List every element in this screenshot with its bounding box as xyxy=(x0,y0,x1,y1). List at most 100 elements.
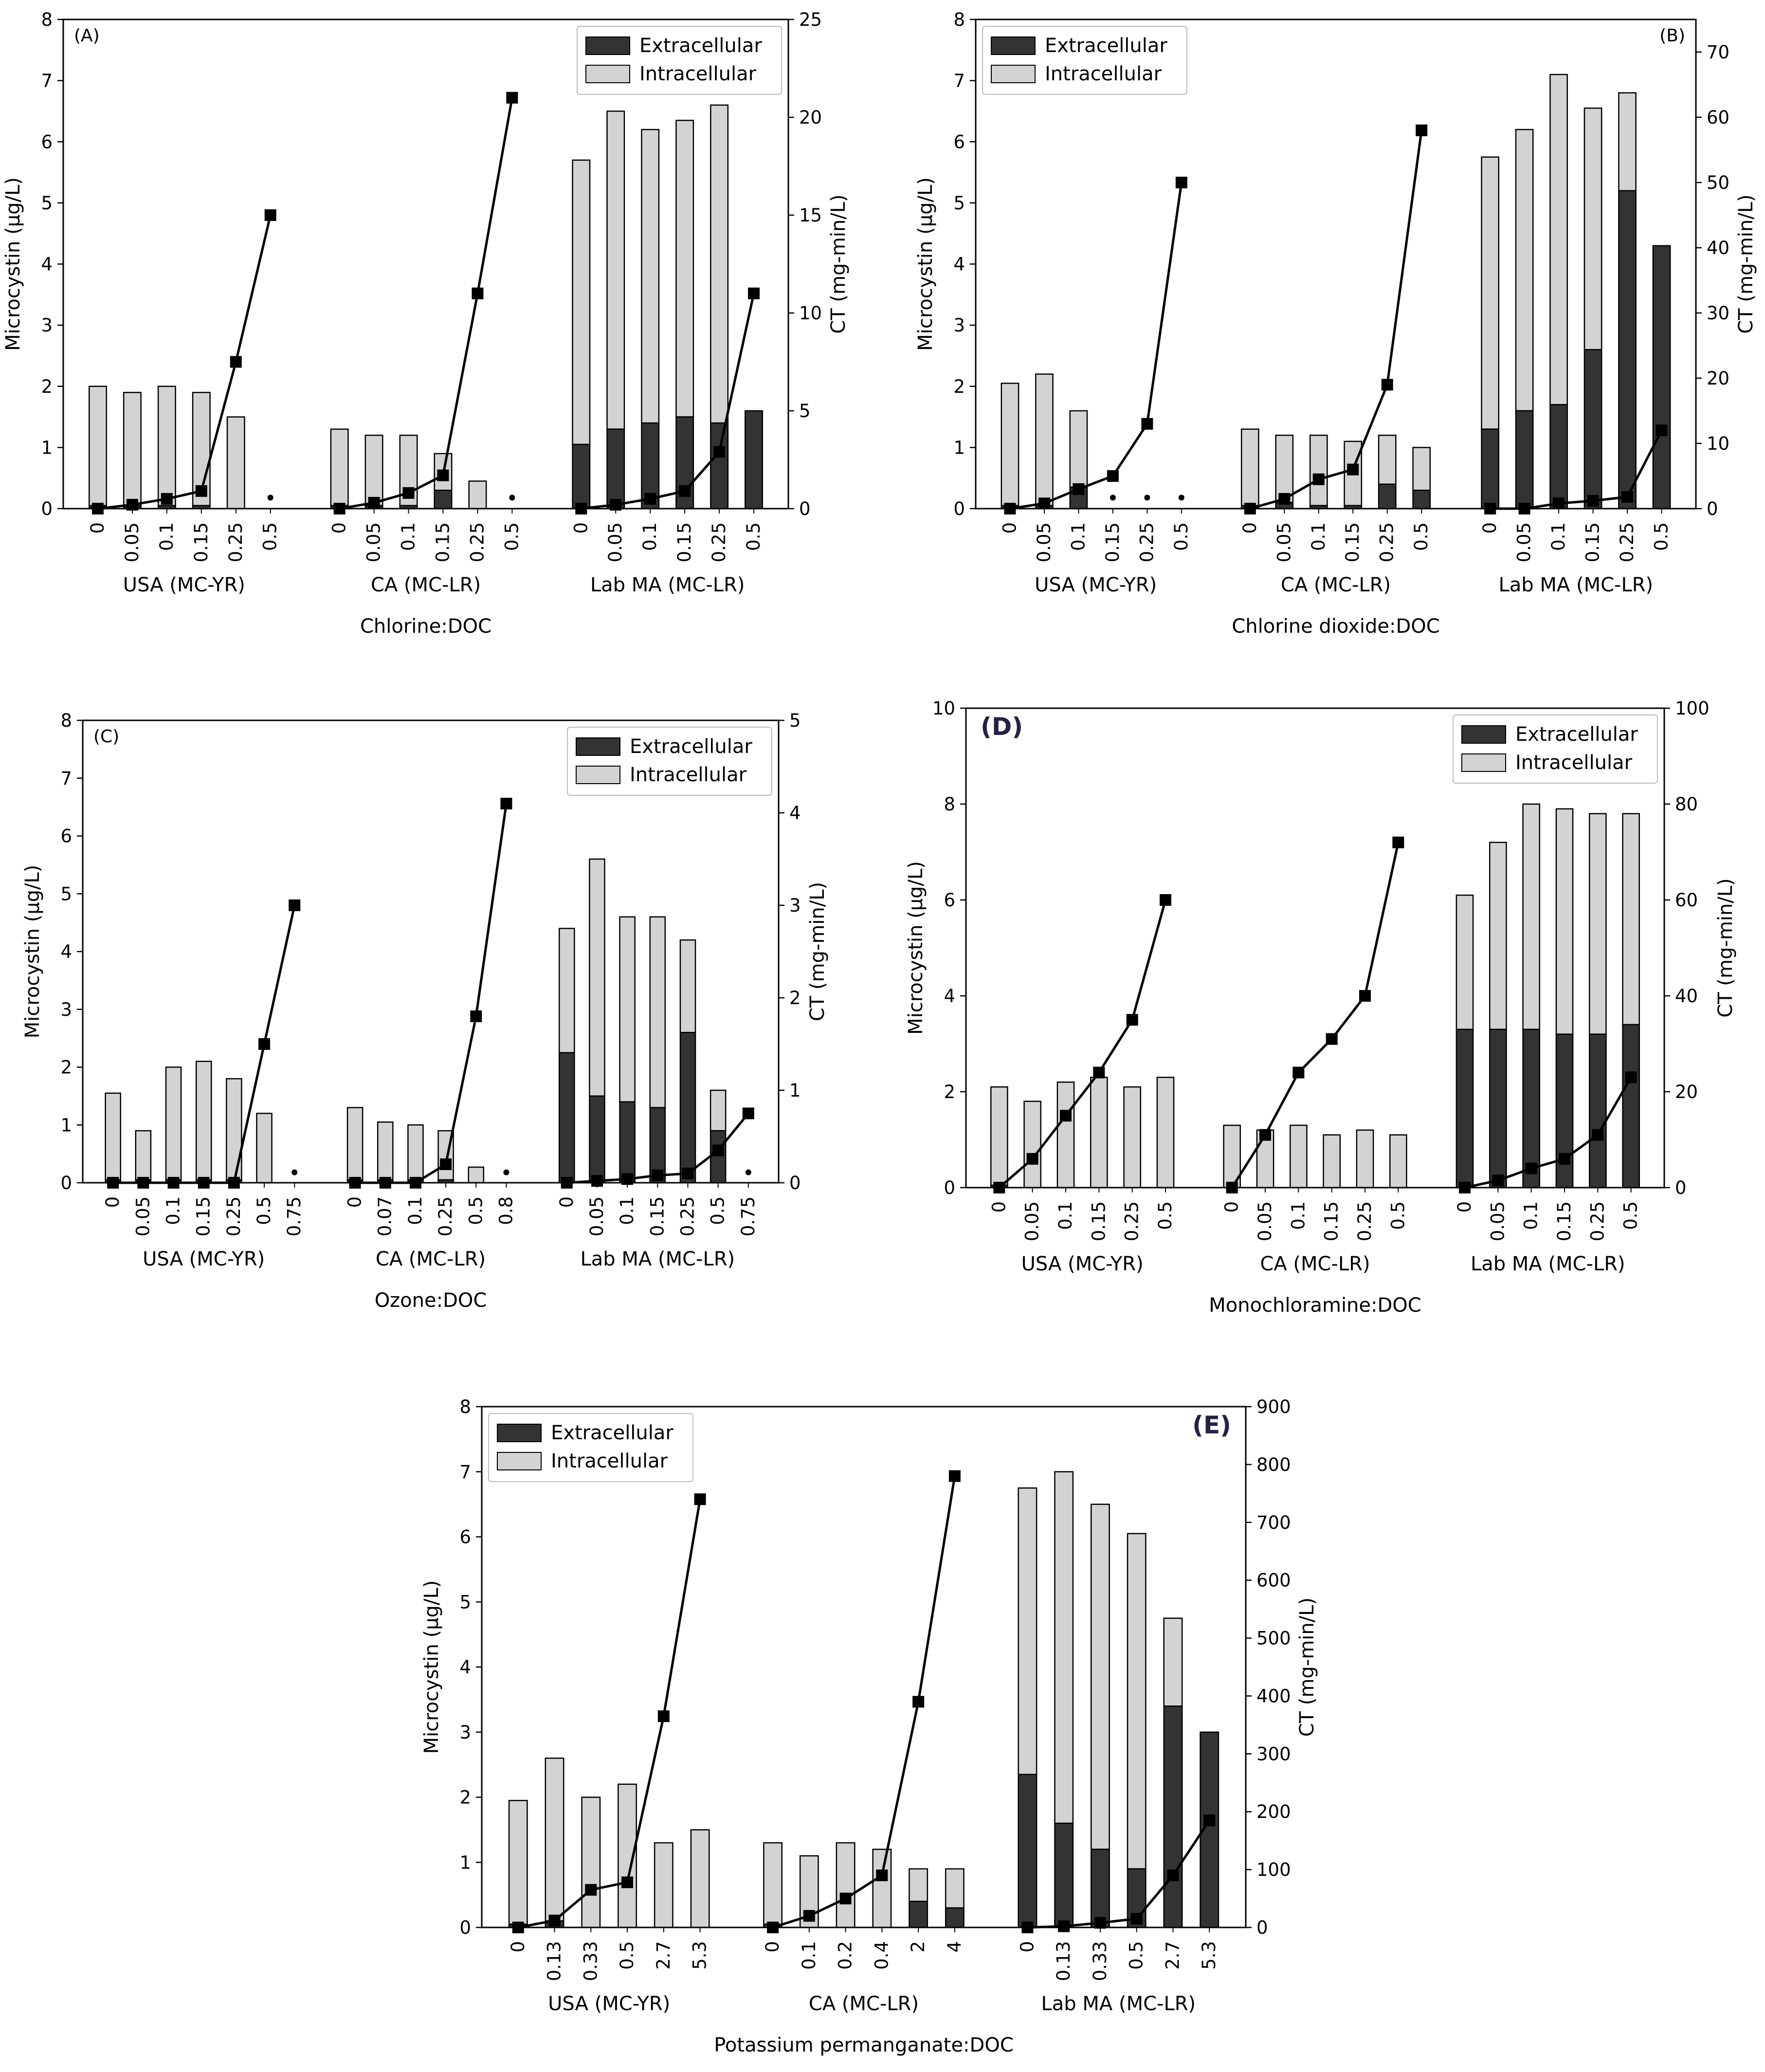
category-tick-label: 0.05 xyxy=(1022,1201,1043,1241)
intracellular-bar xyxy=(508,1799,528,1925)
category-tick-label: 0.75 xyxy=(284,1196,305,1236)
x-axis-title: Chlorine:DOC xyxy=(360,615,491,638)
legend-label: Intracellular xyxy=(1045,63,1162,85)
ct-marker xyxy=(712,1144,724,1156)
panel-b-chart: 0 0.05 0.1 0.15 0.25 0.5 0 0.05 0.1 0.15 0.25 0.5 0 0… xyxy=(914,9,1757,638)
intracellular-bar xyxy=(1555,808,1574,1035)
category-tick-label: 0.07 xyxy=(375,1196,396,1236)
y2-tick-label: 200 xyxy=(1256,1801,1291,1822)
panel-c-chart: 0 0.05 0.1 0.15 0.25 0.5 0.75 0 0.07 0.1 0.25 0.5 0.… xyxy=(21,710,829,1312)
panel-a-chart: 0 0.05 0.1 0.15 0.25 0.5 0 0.05 0.1 0.15 0.25 0.5 0 0… xyxy=(2,9,850,638)
intracellular-bar xyxy=(123,392,142,506)
category-tick-label: 0.1 xyxy=(405,1196,426,1225)
category-tick-label: 0.25 xyxy=(435,1196,456,1236)
intracellular-bar xyxy=(1515,128,1534,412)
intracellular-bar xyxy=(1412,447,1431,491)
extracellular-bar xyxy=(1481,428,1500,510)
ct-marker xyxy=(548,1914,561,1926)
ct-marker xyxy=(948,1470,961,1482)
category-tick-label: 0 xyxy=(762,1941,783,1953)
ct-marker xyxy=(1559,1153,1570,1165)
y-tick-label: 7 xyxy=(41,71,53,92)
y2-tick-label: 10 xyxy=(1707,433,1729,454)
ct-marker xyxy=(591,1175,603,1187)
y-tick-label: 3 xyxy=(459,1722,471,1743)
legend-label: Intracellular xyxy=(551,1450,668,1472)
intracellular-bar xyxy=(572,159,591,445)
y2-tick-label: 50 xyxy=(1707,172,1729,193)
not-detected-marker xyxy=(745,1169,751,1175)
category-tick-label: 0.1 xyxy=(163,1196,184,1225)
intracellular-bar xyxy=(1356,1129,1374,1189)
ct-marker xyxy=(1175,177,1187,188)
category-tick-label: 0.05 xyxy=(1487,1201,1508,1241)
category-tick-label: 0.25 xyxy=(677,1196,698,1236)
category-tick-label: 0 xyxy=(87,522,108,534)
y2-tick-label: 5 xyxy=(799,401,811,422)
ct-marker xyxy=(1058,1920,1070,1932)
intracellular-bar xyxy=(1240,428,1259,506)
y-tick-label: 8 xyxy=(944,794,955,815)
intracellular-bar xyxy=(589,858,605,1097)
extracellular-bar xyxy=(1489,1028,1507,1189)
y2-tick-label: 300 xyxy=(1256,1743,1291,1764)
intracellular-bar xyxy=(1389,1134,1407,1189)
category-tick-label: 5.3 xyxy=(1199,1941,1219,1970)
legend-label: Extracellular xyxy=(1515,723,1638,746)
group-label: CA (MC-LR) xyxy=(1281,574,1391,596)
intracellular-bar xyxy=(1549,73,1568,405)
category-tick-label: 0.1 xyxy=(1055,1201,1076,1230)
y2-tick-label: 100 xyxy=(1256,1859,1291,1880)
y2-tick-label: 70 xyxy=(1707,42,1729,63)
y-tick-label: 3 xyxy=(60,999,72,1020)
ct-marker xyxy=(1094,1917,1106,1929)
category-tick-label: 0 xyxy=(988,1201,1009,1213)
intracellular-bar xyxy=(1378,435,1397,485)
ct-marker xyxy=(161,493,173,505)
intracellular-bar xyxy=(1127,1533,1146,1870)
category-tick-label: 0.5 xyxy=(1651,522,1672,551)
ct-marker xyxy=(195,485,207,497)
ct-marker xyxy=(1312,473,1325,485)
ct-marker xyxy=(289,899,301,911)
extracellular-bar xyxy=(1522,1028,1540,1189)
intracellular-bar xyxy=(195,1061,212,1181)
y2-tick-label: 0 xyxy=(1256,1917,1268,1938)
y-tick-label: 6 xyxy=(944,890,955,911)
y2-tick-label: 500 xyxy=(1256,1628,1291,1649)
intracellular-bar xyxy=(649,916,666,1108)
legend-label: Intracellular xyxy=(630,764,747,786)
intracellular-bar xyxy=(88,385,107,506)
group-label: USA (MC-YR) xyxy=(123,574,245,596)
intracellular-bar xyxy=(1309,435,1328,506)
category-tick-label: 0.5 xyxy=(1411,522,1432,551)
ct-marker xyxy=(1492,1174,1504,1187)
legend-swatch xyxy=(576,737,620,756)
not-detected-marker xyxy=(291,1169,298,1175)
extracellular-bar xyxy=(606,428,625,510)
ct-marker xyxy=(506,92,518,104)
intracellular-bar xyxy=(545,1758,564,1922)
x-axis-title: Ozone:DOC xyxy=(375,1289,487,1312)
category-tick-label: 0.25 xyxy=(1136,522,1157,562)
extracellular-bar xyxy=(1163,1705,1183,1928)
ct-marker xyxy=(1392,836,1404,848)
intracellular-bar xyxy=(763,1842,783,1925)
not-detected-marker xyxy=(1110,495,1116,501)
category-tick-label: 0.25 xyxy=(467,522,488,562)
extracellular-bar xyxy=(1091,1849,1110,1928)
y2-tick-label: 3 xyxy=(789,895,801,916)
extracellular-bar xyxy=(1622,1024,1640,1189)
intracellular-bar xyxy=(1618,92,1637,191)
ct-series-line xyxy=(772,1476,956,1929)
intracellular-bar xyxy=(654,1842,673,1928)
legend-swatch xyxy=(1461,725,1506,744)
y-tick-label: 5 xyxy=(459,1592,471,1613)
intracellular-bar xyxy=(256,1113,273,1184)
category-tick-label: 0.15 xyxy=(1102,522,1123,562)
intracellular-bar xyxy=(990,1086,1008,1186)
ct-marker xyxy=(1278,493,1291,505)
y-tick-label: 7 xyxy=(459,1462,471,1483)
extracellular-bar xyxy=(710,422,729,510)
ct-marker xyxy=(652,1169,664,1181)
